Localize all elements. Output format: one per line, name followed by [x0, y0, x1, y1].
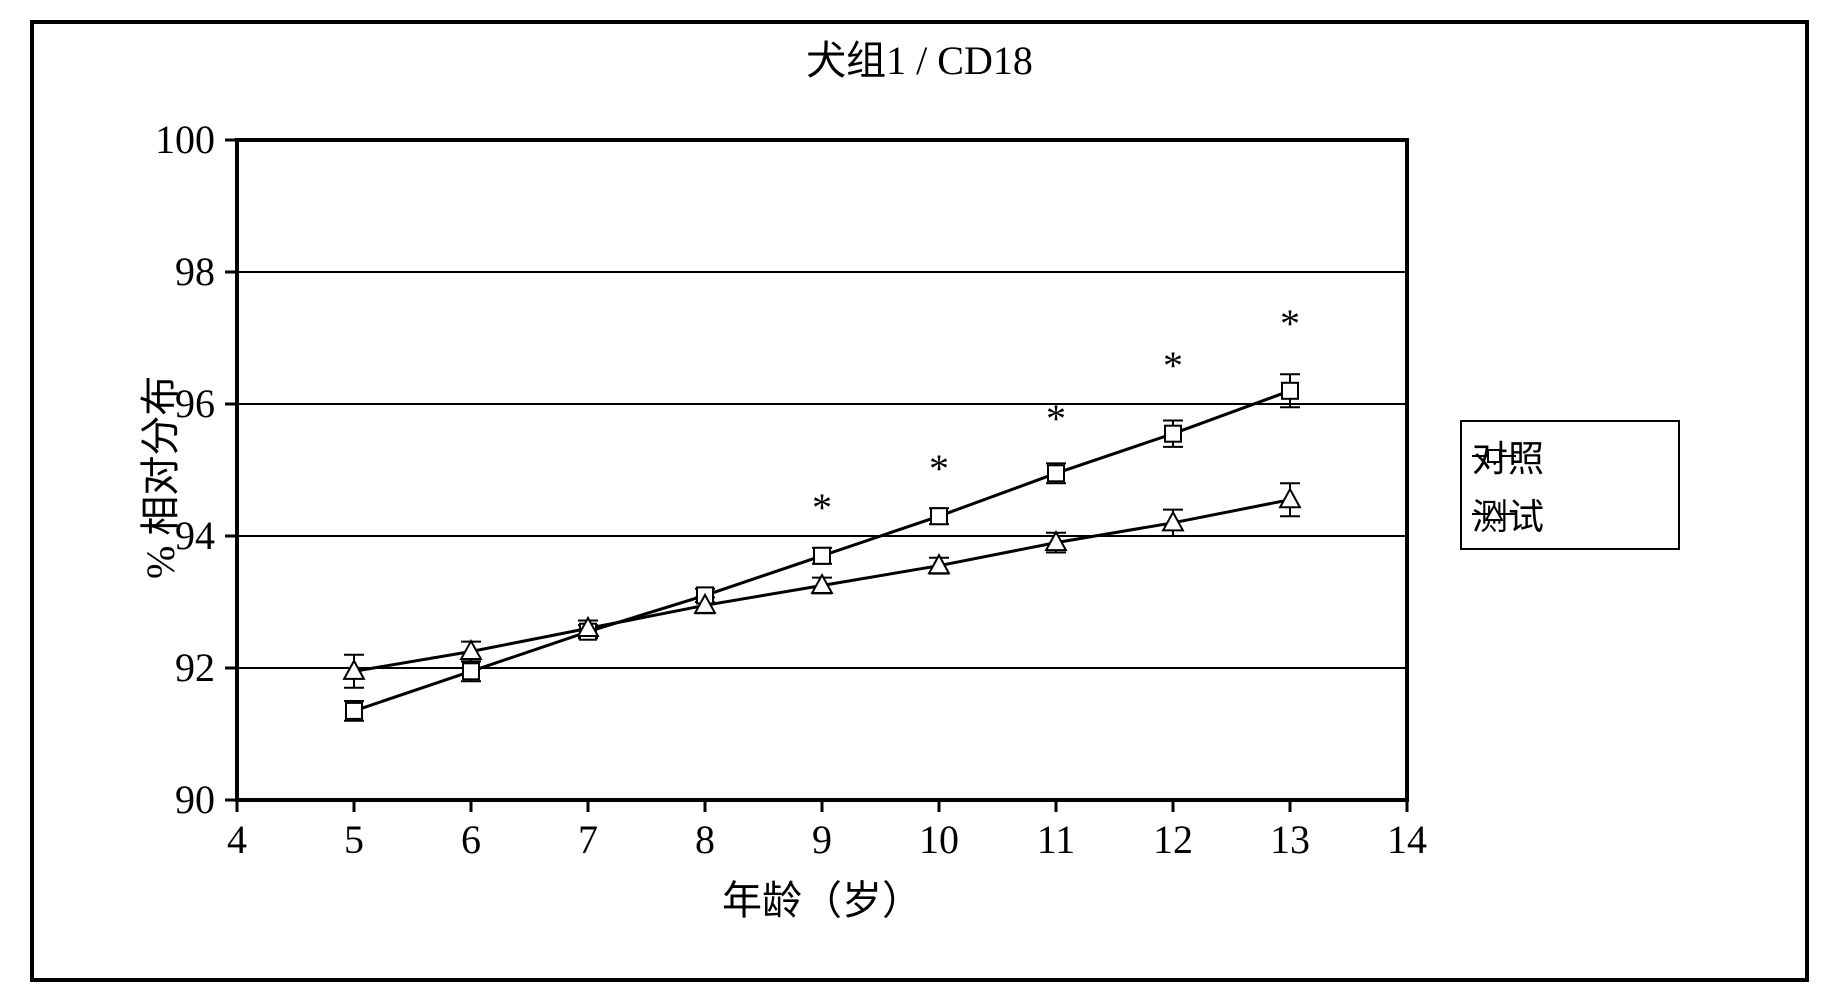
y-tick-label: 98 [125, 248, 215, 295]
x-tick-label: 10 [909, 816, 969, 863]
x-tick-label: 4 [207, 816, 267, 863]
significance-marker: * [1275, 300, 1305, 347]
square-icon [1472, 446, 1516, 466]
triangle-icon [1472, 504, 1516, 524]
x-tick-label: 5 [324, 816, 384, 863]
y-tick-label: 94 [125, 512, 215, 559]
legend-item-test: 测试 [1472, 488, 1668, 540]
x-tick-label: 7 [558, 816, 618, 863]
x-tick-label: 12 [1143, 816, 1203, 863]
x-tick-label: 11 [1026, 816, 1086, 863]
y-tick-label: 90 [125, 776, 215, 823]
significance-marker: * [1158, 342, 1188, 389]
y-tick-label: 96 [125, 380, 215, 427]
x-tick-label: 13 [1260, 816, 1320, 863]
legend-item-control: 对照 [1472, 430, 1668, 482]
y-tick-label: 92 [125, 644, 215, 691]
x-tick-label: 8 [675, 816, 735, 863]
x-tick-label: 14 [1377, 816, 1437, 863]
x-axis-label: 年龄（岁） [237, 868, 1407, 926]
y-tick-label: 100 [125, 116, 215, 163]
legend: 对照 测试 [1460, 420, 1680, 550]
x-tick-label: 9 [792, 816, 852, 863]
significance-marker: * [1041, 395, 1071, 442]
significance-marker: * [807, 484, 837, 531]
significance-marker: * [924, 445, 954, 492]
x-tick-label: 6 [441, 816, 501, 863]
